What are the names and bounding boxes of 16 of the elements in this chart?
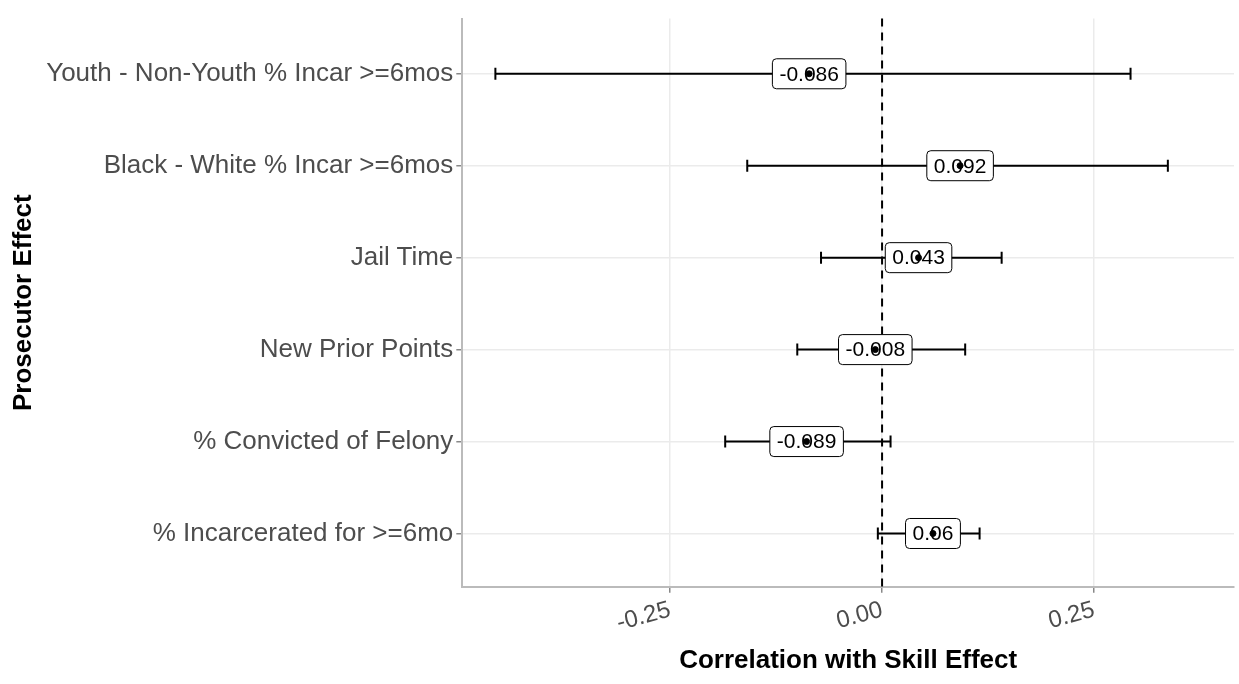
x-tick-label: 0.00 bbox=[832, 594, 886, 634]
y-tick-label: Black - White % Incar >=6mos bbox=[103, 148, 454, 179]
x-tick-label: 0.25 bbox=[1044, 594, 1098, 634]
y-axis-title: Prosecutor Effect bbox=[6, 194, 37, 412]
data-label: -0.008 bbox=[845, 337, 906, 361]
y-tick-label: Jail Time bbox=[350, 240, 454, 271]
y-tick-label: % Incarcerated for >=6mo bbox=[152, 516, 454, 547]
y-tick-label: % Convicted of Felony bbox=[193, 424, 454, 455]
data-label: -0.086 bbox=[779, 61, 839, 85]
y-tick-label: New Prior Points bbox=[259, 332, 454, 363]
x-axis-title: Correlation with Skill Effect bbox=[679, 643, 1018, 674]
data-label: -0.089 bbox=[776, 429, 837, 453]
y-tick-label: Youth - Non-Youth % Incar >=6mos bbox=[46, 56, 454, 87]
data-label: 0.092 bbox=[933, 153, 987, 177]
x-tick-label: -0.25 bbox=[613, 594, 674, 636]
data-label: 0.043 bbox=[892, 245, 945, 269]
